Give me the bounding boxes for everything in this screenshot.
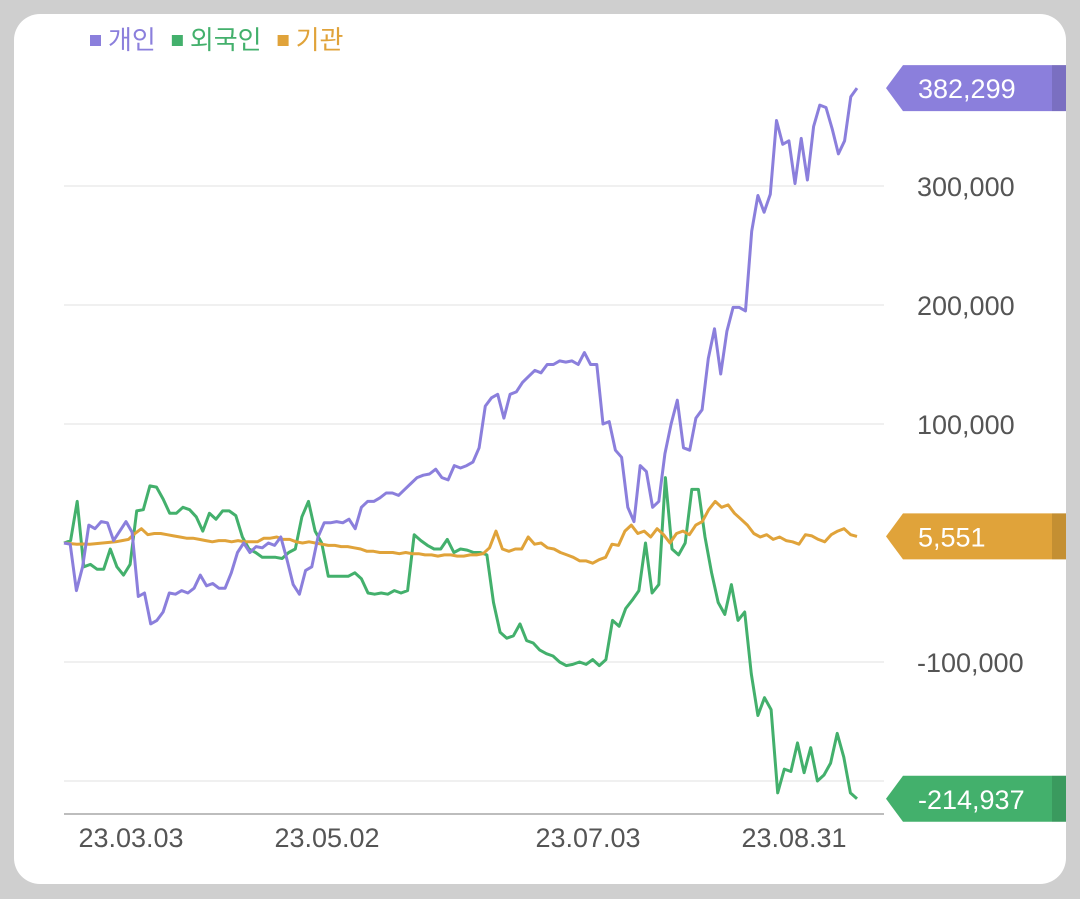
legend-label: 기관 — [296, 25, 344, 55]
y-tick-label: 100,000 — [917, 410, 1015, 440]
legend-swatch — [277, 35, 289, 46]
last-value-tag — [886, 775, 1066, 822]
y-tick-label: -100,000 — [917, 648, 1024, 678]
legend-label: 개인 — [108, 25, 156, 55]
last-value-tag-edge — [1052, 65, 1066, 112]
y-tick-label: 300,000 — [917, 172, 1015, 202]
series-line-2 — [63, 499, 858, 565]
x-tick-label: 23.08.31 — [741, 823, 846, 853]
legend-swatch — [171, 35, 183, 46]
last-value-tag-edge — [1052, 775, 1066, 822]
x-tick-label: 23.03.03 — [78, 823, 183, 853]
last-value-tag-edge — [1052, 513, 1066, 560]
series-line-0 — [63, 87, 859, 626]
series-line-1 — [63, 476, 858, 800]
investor-trend-chart: 300,000 200,000 100,000 -100,000 23.03.03 23.… — [63, 25, 1066, 853]
x-tick-label: 23.07.03 — [535, 823, 640, 853]
last-value-tag — [886, 513, 1066, 560]
legend-swatch — [90, 35, 101, 46]
x-tick-label: 23.05.02 — [274, 823, 379, 853]
y-tick-label: 200,000 — [917, 291, 1015, 321]
last-value-tag — [886, 65, 1066, 112]
legend-label: 외국인 — [190, 25, 262, 55]
last-value-label: 382,299 — [918, 74, 1016, 104]
last-value-label: 5,551 — [918, 522, 986, 552]
chart-card: 300,000 200,000 100,000 -100,000 23.03.03 23.… — [14, 14, 1066, 884]
last-value-label: -214,937 — [918, 785, 1025, 815]
